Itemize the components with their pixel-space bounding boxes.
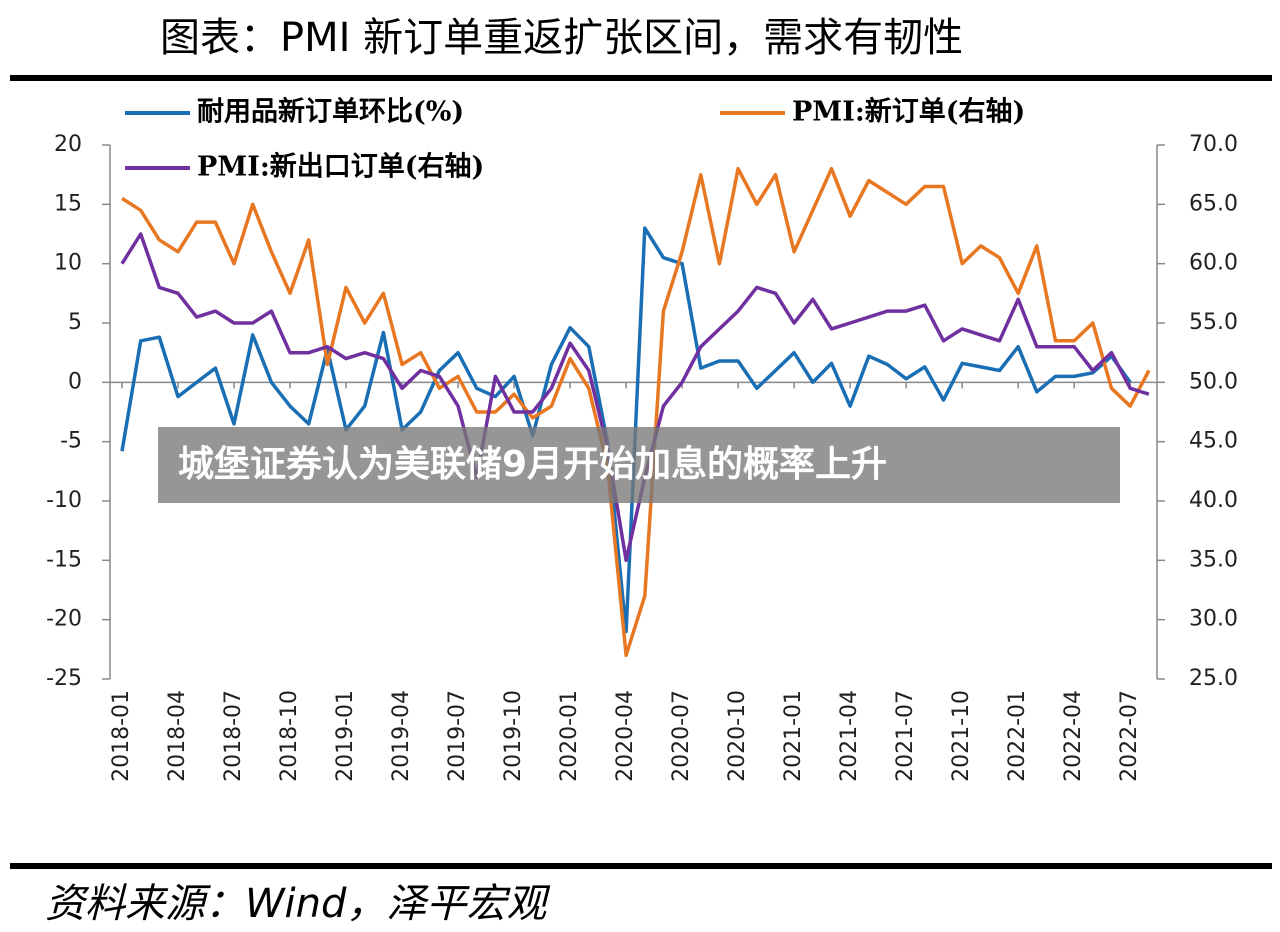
x-tick-label: 2020-01 xyxy=(557,690,582,782)
x-tick-label: 2020-07 xyxy=(669,690,694,782)
legend-label: PMI:新订单(右轴) xyxy=(792,96,1025,128)
x-tick-label: 2022-07 xyxy=(1117,690,1142,782)
y2-tick-label: 70.0 xyxy=(1189,132,1238,157)
y-tick-label: -20 xyxy=(46,607,82,632)
legend-label: PMI:新出口订单(右轴) xyxy=(197,151,484,183)
x-tick-label: 2021-10 xyxy=(949,690,974,782)
series-line xyxy=(121,166,1151,658)
source: 资料来源：Wind，泽平宏观 xyxy=(45,881,550,927)
y-tick-label: -10 xyxy=(46,488,82,513)
y2-tick-label: 45.0 xyxy=(1189,429,1238,454)
y-tick-label: -5 xyxy=(60,429,82,454)
y-tick-label: 5 xyxy=(68,310,82,335)
x-tick-label: 2019-10 xyxy=(501,690,526,782)
x-tick-label: 2022-01 xyxy=(1005,690,1030,782)
x-tick-label: 2021-07 xyxy=(893,690,918,782)
x-tick-label: 2018-04 xyxy=(165,690,190,782)
x-tick-label: 2022-04 xyxy=(1061,690,1086,782)
y-tick-label: 15 xyxy=(54,191,82,216)
series-line xyxy=(120,226,1132,634)
y2-tick-label: 50.0 xyxy=(1189,369,1238,394)
bottom-rule xyxy=(10,863,1272,869)
caption-box xyxy=(158,427,1120,503)
y2-tick-label: 65.0 xyxy=(1189,191,1238,216)
y2-tick-label: 60.0 xyxy=(1189,251,1238,276)
x-tick-label: 2019-04 xyxy=(389,690,414,782)
y-tick-label: 0 xyxy=(68,369,82,394)
x-tick-label: 2021-04 xyxy=(837,690,862,782)
y-tick-label: -25 xyxy=(46,666,82,691)
series-line xyxy=(120,232,1150,563)
x-tick-label: 2018-07 xyxy=(221,690,246,782)
x-tick-label: 2018-10 xyxy=(277,690,302,782)
y2-tick-label: 55.0 xyxy=(1189,310,1238,335)
x-tick-label: 2020-04 xyxy=(613,690,638,782)
y-tick-label: 20 xyxy=(54,132,82,157)
y2-tick-label: 25.0 xyxy=(1189,666,1238,691)
x-tick-label: 2018-01 xyxy=(109,690,134,782)
x-tick-label: 2020-10 xyxy=(725,690,750,782)
y2-tick-label: 40.0 xyxy=(1189,488,1238,513)
x-tick-label: 2019-01 xyxy=(333,690,358,782)
y-tick-label: 10 xyxy=(54,251,82,276)
plot: -25 -20 -15 -10 -5 0 5 10 15 20 25.0 30.0 35.0 40.0 45… xyxy=(46,96,1238,782)
legend-label: 耐用品新订单环比(%) xyxy=(197,96,464,128)
y2-tick-label: 30.0 xyxy=(1189,607,1238,632)
y2-tick-label: 35.0 xyxy=(1189,547,1238,572)
chart-title: 图表：PMI 新订单重返扩张区间，需求有韧性 xyxy=(160,15,963,61)
y-tick-label: -15 xyxy=(46,547,82,572)
caption: 城堡证券认为美联储9月开始加息的概率上升 xyxy=(178,444,887,485)
top-rule xyxy=(10,75,1272,81)
overlay: 城堡证券认为美联储9月开始加息的概率上升 xyxy=(158,427,1120,503)
x-tick-label: 2019-07 xyxy=(445,690,470,782)
x-tick-label: 2021-01 xyxy=(781,690,806,782)
